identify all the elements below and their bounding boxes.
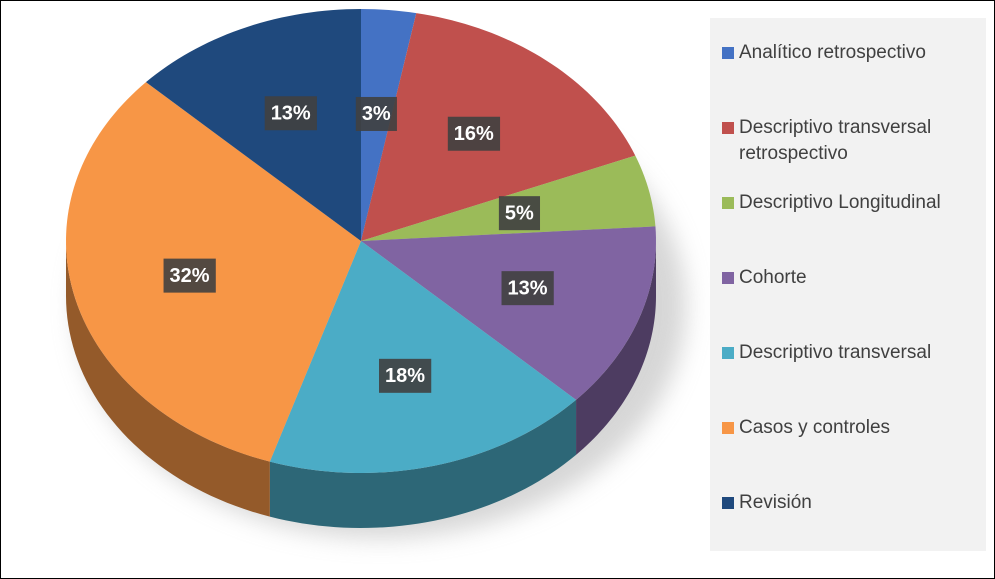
label-text: 16%: [454, 123, 494, 145]
legend: Analítico retrospectivo Descriptivo trans…: [710, 18, 986, 551]
legend-label: Descriptivo Longitudinal: [739, 192, 941, 213]
pie-slice: [361, 226, 656, 400]
legend-swatch: [722, 272, 734, 284]
legend-swatch: [722, 197, 734, 209]
legend-label: Analítico retrospectivo: [739, 42, 926, 63]
legend-entry: Descriptivo Longitudinal: [722, 190, 984, 216]
legend-label: Descriptivo transversal retrospectivo: [739, 117, 932, 164]
pie-slice: [145, 9, 361, 241]
label-text: 32%: [170, 265, 210, 287]
pie-slice: [269, 241, 577, 473]
label-text: 13%: [508, 277, 548, 299]
legend-entry: Analítico retrospectivo: [722, 40, 984, 66]
label-text: 18%: [385, 365, 425, 387]
legend-swatch: [722, 122, 734, 134]
legend-swatch: [722, 347, 734, 359]
label-box: [498, 196, 541, 231]
label-box: [379, 358, 432, 393]
legend-entry: Casos y controles: [722, 415, 984, 441]
legend-entry: Descriptivo transversal: [722, 340, 984, 366]
pie-side: [66, 241, 270, 517]
legend-swatch: [722, 422, 734, 434]
label-text: 3%: [362, 103, 391, 125]
data-label: 13%: [264, 96, 317, 131]
data-label: 13%: [501, 271, 554, 306]
label-text: 5%: [505, 202, 534, 224]
legend-entry: Descriptivo transversal retrospectivo: [722, 115, 984, 167]
legend-entry: Cohorte: [722, 265, 984, 291]
label-text: 13%: [271, 103, 311, 125]
data-label: 18%: [379, 358, 432, 393]
label-box: [501, 271, 554, 306]
data-label: 3%: [355, 96, 397, 131]
legend-label: Revisión: [739, 492, 812, 513]
label-box: [163, 258, 216, 293]
label-box: [264, 96, 317, 131]
pie-side: [269, 399, 577, 528]
pie-side: [576, 241, 656, 455]
data-label: 16%: [447, 116, 501, 151]
data-label: 5%: [498, 196, 541, 231]
legend-label: Cohorte: [739, 267, 807, 288]
data-label: 32%: [163, 258, 216, 293]
legend-swatch: [722, 47, 734, 59]
legend-label: Descriptivo transversal: [739, 342, 932, 363]
label-box: [355, 96, 397, 131]
legend-label: Casos y controles: [739, 417, 891, 438]
legend-swatch: [722, 497, 734, 509]
legend-entry: Revisión: [722, 490, 984, 516]
label-box: [447, 116, 501, 151]
